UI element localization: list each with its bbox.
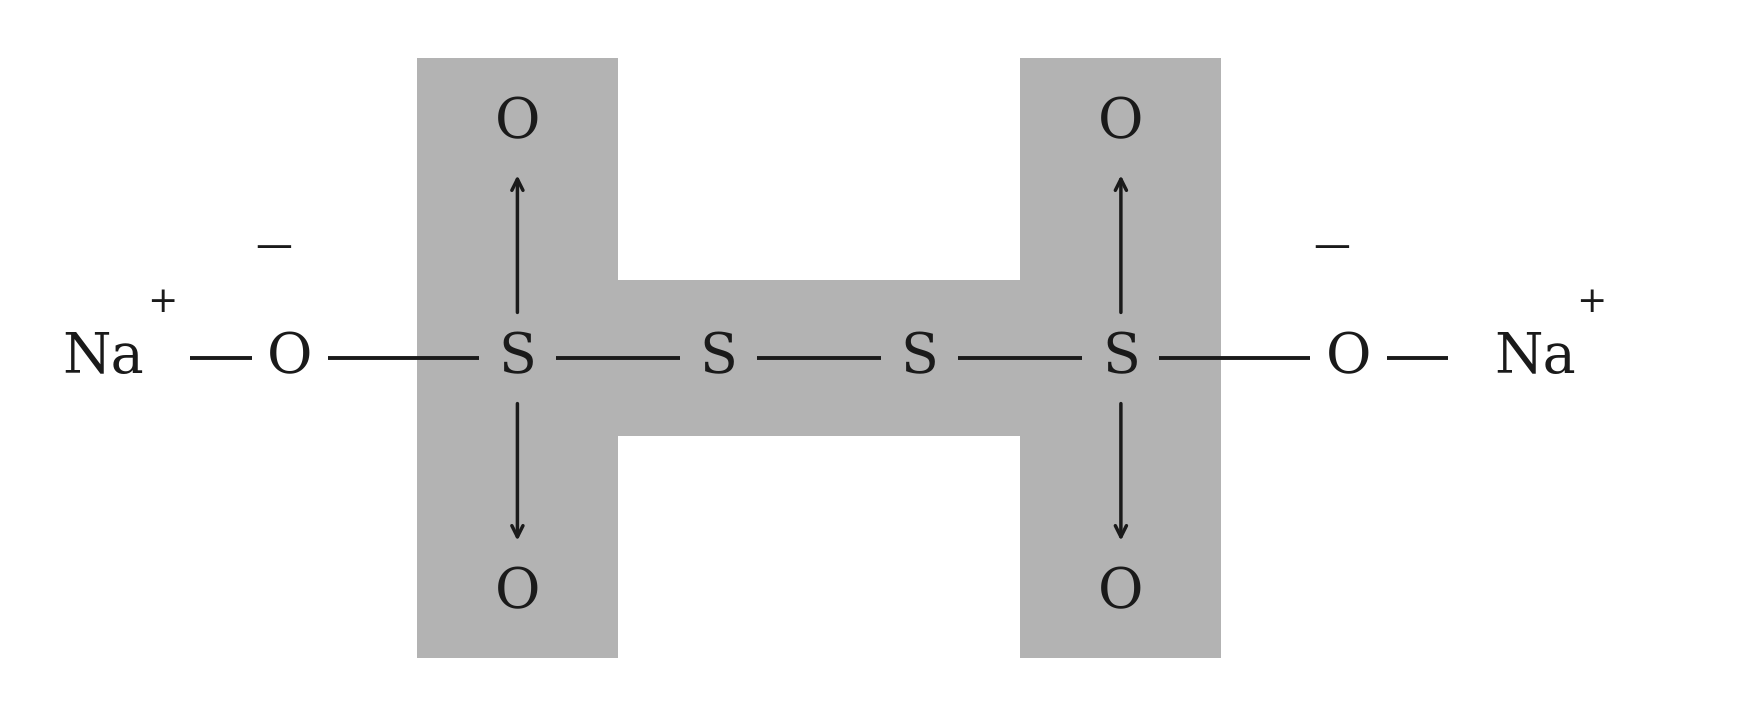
Text: +: +: [1577, 285, 1607, 319]
Text: Na: Na: [1494, 331, 1577, 385]
Bar: [1020, 59, 1221, 657]
Text: O: O: [494, 566, 540, 621]
Text: S: S: [901, 331, 939, 385]
Text: S: S: [498, 331, 536, 385]
Bar: [417, 279, 1221, 437]
Text: O: O: [1326, 331, 1372, 385]
Text: O: O: [1099, 566, 1144, 621]
Text: S: S: [699, 331, 738, 385]
Bar: [417, 59, 618, 657]
Text: O: O: [268, 331, 314, 385]
Text: O: O: [1099, 95, 1144, 150]
Text: O: O: [494, 95, 540, 150]
Text: +: +: [147, 285, 177, 319]
Text: Na: Na: [61, 331, 144, 385]
Text: S: S: [1102, 331, 1141, 385]
